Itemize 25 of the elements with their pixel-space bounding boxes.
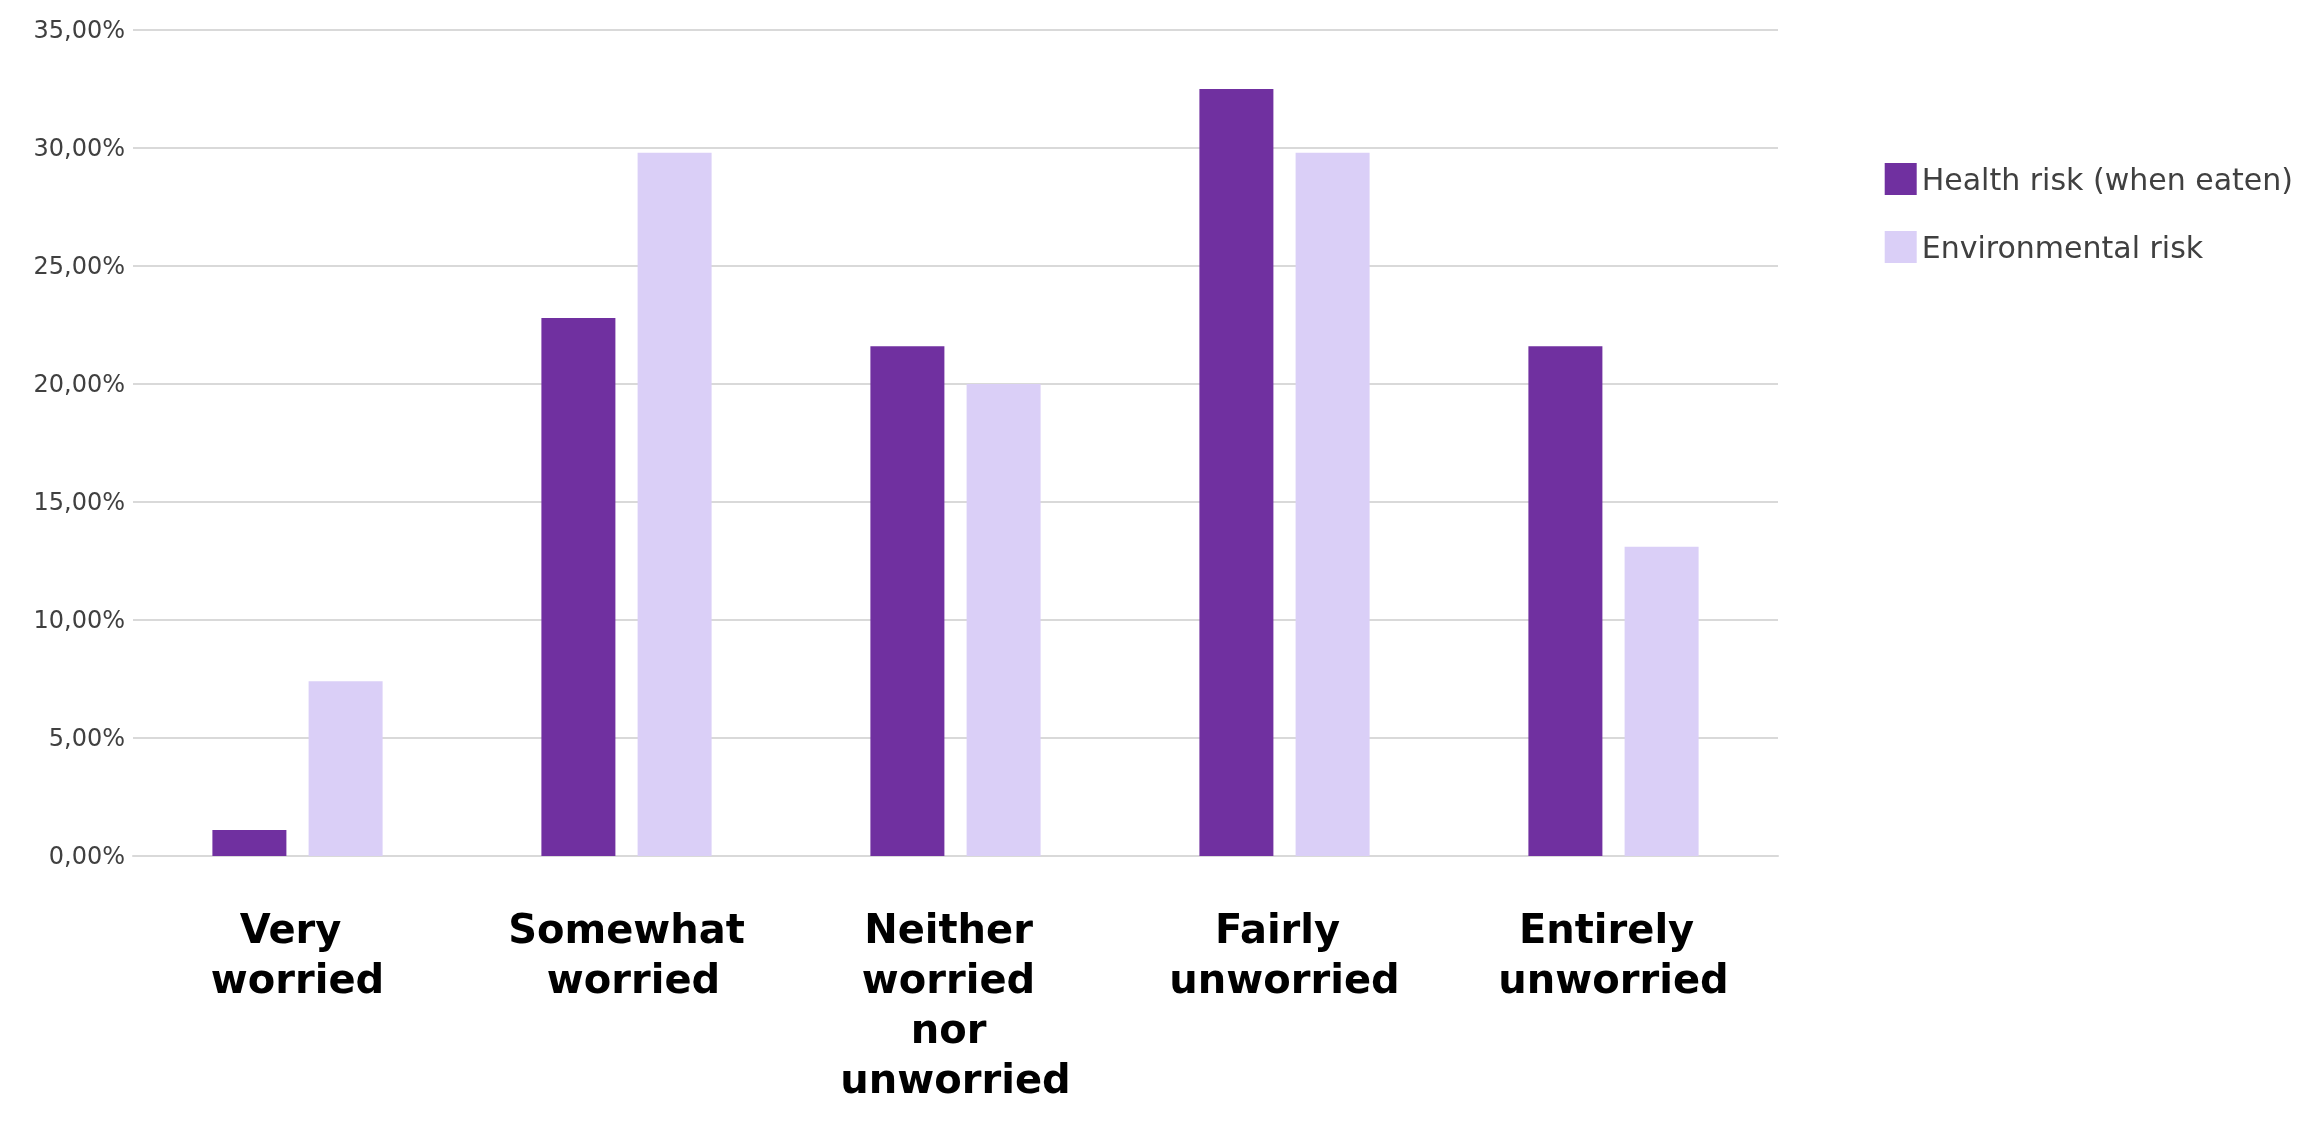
bar xyxy=(637,152,712,856)
y-tick-label: 25,00% xyxy=(33,252,125,280)
bar xyxy=(212,830,287,856)
bar xyxy=(1528,346,1603,856)
bar xyxy=(1295,152,1370,856)
legend-label: Environmental risk xyxy=(1921,229,2204,265)
legend-label: Health risk (when eaten) xyxy=(1921,161,2293,197)
y-tick-label: 5,00% xyxy=(48,724,125,752)
y-tick-label: 30,00% xyxy=(33,134,125,162)
x-tick-label: Somewhat worried xyxy=(508,906,745,1002)
y-tick-label: 0,00% xyxy=(48,842,125,870)
bar xyxy=(541,317,616,856)
x-tick-label: Entirely unworried xyxy=(1498,906,1729,1002)
x-tick-label: Neither worried nor unworried xyxy=(840,906,1071,1102)
y-tick-label: 20,00% xyxy=(33,370,125,398)
bar xyxy=(966,384,1041,856)
y-tick-label: 35,00% xyxy=(33,16,125,44)
x-tick-label: Fairly unworried xyxy=(1169,906,1400,1002)
bar xyxy=(1624,546,1699,856)
bar xyxy=(308,681,383,856)
x-tick-label: Very worried xyxy=(210,906,385,1002)
y-tick-label: 10,00% xyxy=(33,606,125,634)
bar xyxy=(870,346,945,856)
y-tick-label: 15,00% xyxy=(33,488,125,516)
bar xyxy=(1199,89,1274,856)
